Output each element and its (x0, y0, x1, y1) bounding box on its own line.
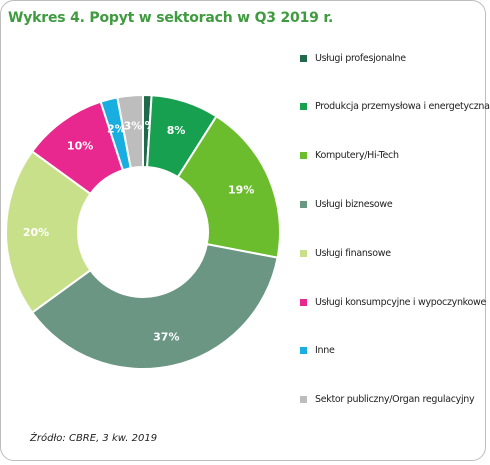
legend-item-5: Usługi finansowe (300, 245, 391, 261)
legend-swatch (300, 298, 307, 306)
slice-3 (176, 114, 281, 259)
legend-label: Usługi profesjonalne (315, 52, 406, 64)
legend-label: Produkcja przemysłowa i energetyczna (315, 101, 490, 113)
slice-label-8: 3% (124, 119, 143, 132)
legend-item-8: Sektor publiczny/Organ regulacyjny (300, 392, 475, 408)
slice-5 (5, 150, 92, 314)
legend-label: Inne (315, 345, 335, 357)
slice-4 (30, 243, 279, 370)
legend-swatch (300, 54, 307, 62)
donut-chart: 1% 8%19%37%20%10%2%3% (5, 93, 281, 370)
legend-item-2: Produkcja przemysłowa i energetyczna (300, 99, 490, 115)
legend-label: Sektor publiczny/Organ regulacyjny (315, 394, 475, 406)
legend-swatch (300, 347, 307, 355)
slice-label-4: 37% (153, 330, 179, 343)
legend-label: Komputery/Hi-Tech (315, 150, 399, 162)
slice-label-5: 20% (23, 226, 49, 239)
legend-item-3: Komputery/Hi-Tech (300, 148, 399, 164)
legend-item-4: Usługi biznesowe (300, 196, 393, 212)
legend-item-7: Inne (300, 343, 335, 359)
legend-swatch (300, 396, 307, 404)
legend-swatch (300, 249, 307, 257)
legend-label: Usługi biznesowe (315, 198, 393, 210)
source-note: Źródło: CBRE, 3 kw. 2019 (30, 433, 158, 444)
slice-label-3: 19% (228, 184, 254, 197)
legend-label: Usługi finansowe (315, 247, 391, 259)
legend-swatch (300, 103, 307, 111)
legend-item-6: Usługi konsumpcyjne i wypoczynkowe (300, 294, 486, 310)
legend-label: Usługi konsumpcyjne i wypoczynkowe (315, 296, 487, 308)
slice-label-2: 8% (167, 124, 186, 137)
chart-title: Wykres 4. Popyt w sektorach w Q3 2019 r. (8, 10, 334, 26)
legend-swatch (300, 152, 307, 160)
slice-8 (116, 93, 144, 170)
legend-swatch (300, 200, 307, 208)
slice-label-7: 2% (107, 122, 126, 135)
legend-item-1: Usługi profesjonalne (300, 50, 406, 66)
slice-label-6: 10% (67, 139, 93, 152)
